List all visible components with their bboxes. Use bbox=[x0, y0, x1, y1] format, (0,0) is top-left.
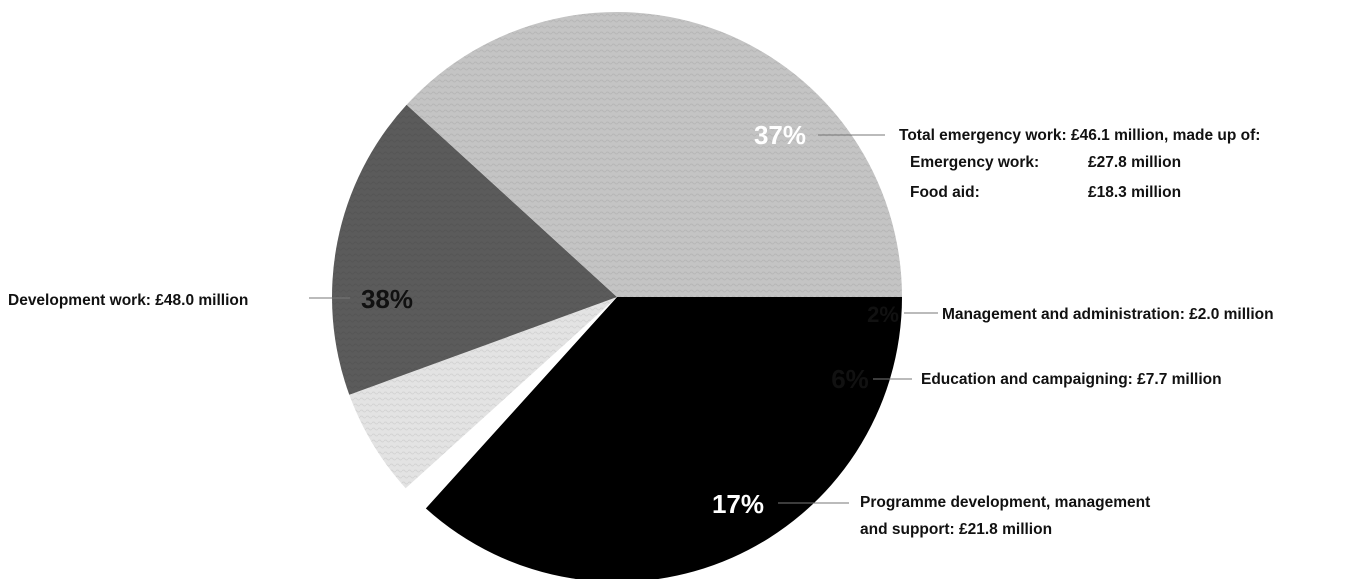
pie-slice-emergency bbox=[425, 297, 902, 579]
pie-slice-texture-education bbox=[349, 297, 617, 489]
pie-slice-texture-programme bbox=[332, 104, 617, 395]
pie-slice-texture-development bbox=[406, 12, 902, 297]
sub-item-name-emergency-work: Emergency work: bbox=[910, 154, 1039, 171]
sub-item-amount-emergency-work: £27.8 million bbox=[1088, 154, 1181, 171]
label-development: Development work: £48.0 million bbox=[8, 292, 248, 309]
label-management: Management and administration: £2.0 mill… bbox=[942, 306, 1274, 323]
pct-label-development: 38% bbox=[361, 284, 413, 314]
label-programme-line-1: Programme development, management bbox=[860, 494, 1150, 511]
pie-slice-management bbox=[405, 297, 617, 509]
label-programme-line-2: and support: £21.8 million bbox=[860, 521, 1052, 538]
label-emergency: Total emergency work: £46.1 million, mad… bbox=[899, 127, 1260, 144]
pct-label-emergency: 37% bbox=[754, 120, 806, 150]
pct-label-programme: 17% bbox=[712, 489, 764, 519]
label-education: Education and campaigning: £7.7 million bbox=[921, 371, 1222, 388]
pie-texture bbox=[332, 12, 902, 489]
pct-label-education: 6% bbox=[831, 364, 869, 394]
pct-label-management: 2% bbox=[867, 302, 899, 327]
sub-item-name-food-aid: Food aid: bbox=[910, 184, 980, 201]
sub-item-amount-food-aid: £18.3 million bbox=[1088, 184, 1181, 201]
